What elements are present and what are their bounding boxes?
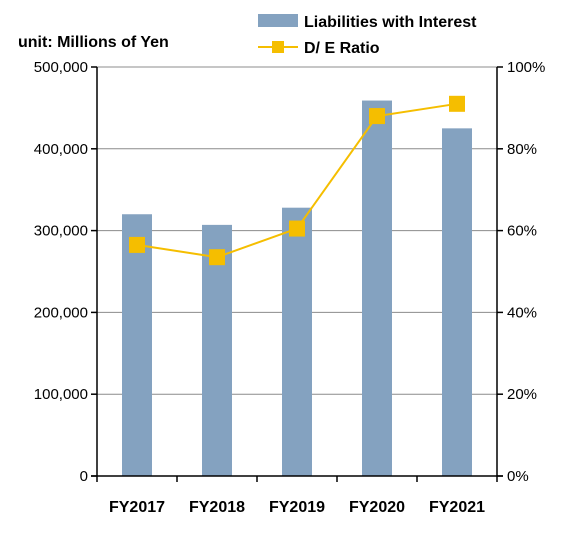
bar-fy2017 <box>122 214 152 477</box>
category-label: FY2021 <box>429 499 485 516</box>
left-tick-label: 0 <box>80 468 88 485</box>
bar-fy2021 <box>442 128 472 476</box>
category-label: FY2020 <box>349 499 405 516</box>
legend-line-marker <box>272 41 284 53</box>
right-tick-label: 80% <box>507 141 537 158</box>
left-tick-label: 400,000 <box>34 141 88 158</box>
de-ratio-marker-fy2017 <box>129 236 145 253</box>
category-label: FY2019 <box>269 499 325 516</box>
de-ratio-marker-fy2021 <box>449 95 465 112</box>
bar-fy2018 <box>202 224 232 476</box>
left-tick-label: 500,000 <box>34 59 88 76</box>
category-label: FY2018 <box>189 499 245 516</box>
legend-bar-label: Liabilities with Interest <box>304 14 477 31</box>
de-ratio-marker-fy2018 <box>209 249 225 266</box>
legend-bar-swatch <box>258 14 298 27</box>
legend: Liabilities with Interest D/ E Ratio <box>258 14 477 57</box>
left-tick-label: 100,000 <box>34 386 88 403</box>
de-ratio-marker-fy2020 <box>369 108 385 125</box>
right-tick-label: 0% <box>507 468 529 485</box>
left-tick-label: 300,000 <box>34 223 88 240</box>
legend-line-label: D/ E Ratio <box>304 40 380 57</box>
ratio-line <box>129 95 465 266</box>
bars <box>122 100 472 477</box>
bar-fy2020 <box>362 100 392 477</box>
bar-fy2019 <box>282 207 312 477</box>
right-tick-label: 20% <box>507 386 537 403</box>
de-ratio-marker-fy2019 <box>289 220 305 237</box>
left-tick-label: 200,000 <box>34 304 88 321</box>
right-tick-label: 100% <box>507 59 545 76</box>
tick-labels: 0 100,000 200,000 300,000 400,000 500,000 0% 20… <box>34 59 546 516</box>
right-tick-label: 40% <box>507 304 537 321</box>
category-label: FY2017 <box>109 499 165 516</box>
right-tick-label: 60% <box>507 223 537 240</box>
unit-label: unit: Millions of Yen <box>18 34 169 51</box>
axes <box>91 66 503 482</box>
